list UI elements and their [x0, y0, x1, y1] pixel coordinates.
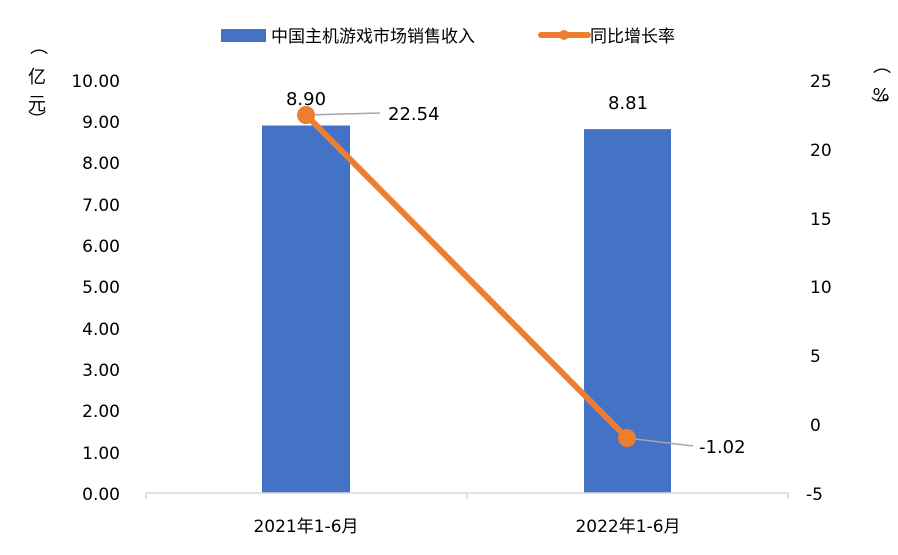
right-tick: 10 — [810, 278, 832, 298]
line-label-2021: 22.54 — [388, 104, 440, 125]
legend-line-marker — [559, 30, 569, 40]
left-tick: 0.00 — [82, 485, 120, 505]
leader-line — [626, 437, 694, 447]
legend-bar-swatch — [221, 29, 266, 42]
left-tick: 7.00 — [82, 196, 120, 216]
bar-label-2021: 8.90 — [286, 89, 326, 110]
right-tick: -5 — [806, 485, 823, 505]
x-category-label: 2021年1-6月 — [253, 517, 358, 537]
left-tick: 2.00 — [82, 402, 120, 422]
left-axis-ticks: 10.00 9.00 8.00 7.00 6.00 5.00 4.00 3.00… — [71, 72, 120, 505]
bar-label-2022: 8.81 — [608, 93, 648, 114]
right-unit-percent: % — [872, 85, 889, 106]
left-axis-title: （ 亿 元 ） — [25, 37, 48, 128]
right-unit-open: （ — [870, 56, 891, 74]
left-tick: 3.00 — [82, 361, 120, 381]
left-tick: 5.00 — [82, 278, 120, 298]
right-axis-title: （ % ） — [868, 56, 891, 114]
x-category-label: 2022年1-6月 — [575, 517, 680, 537]
right-axis-ticks: 25 20 15 10 5 0 -5 — [806, 72, 832, 505]
growth-point-2021 — [297, 106, 315, 124]
growth-line — [303, 112, 630, 441]
bar-2021 — [262, 125, 350, 493]
right-tick: 0 — [810, 416, 821, 436]
legend-bar-label: 中国主机游戏市场销售收入 — [271, 27, 475, 47]
left-unit-open: （ — [27, 37, 48, 55]
line-label-2022: -1.02 — [699, 437, 746, 458]
growth-point-2022 — [618, 429, 636, 447]
x-axis — [145, 492, 789, 499]
left-tick: 9.00 — [82, 113, 120, 133]
legend-line-label: 同比增长率 — [590, 27, 675, 47]
left-tick: 4.00 — [82, 320, 120, 340]
legend: 中国主机游戏市场销售收入 同比增长率 — [221, 27, 675, 47]
right-unit-close: ） — [868, 96, 889, 114]
left-tick: 6.00 — [82, 237, 120, 257]
left-tick: 8.00 — [82, 154, 120, 174]
left-unit-char-1: 亿 — [28, 67, 46, 88]
right-tick: 20 — [810, 141, 832, 161]
left-unit-close: ） — [25, 110, 46, 128]
right-tick: 15 — [810, 210, 832, 230]
left-tick: 10.00 — [71, 72, 120, 92]
left-unit-char-2: 元 — [28, 94, 46, 115]
leader-line — [305, 112, 381, 116]
right-tick: 5 — [810, 347, 821, 367]
left-tick: 1.00 — [82, 444, 120, 464]
right-tick: 25 — [810, 72, 832, 92]
